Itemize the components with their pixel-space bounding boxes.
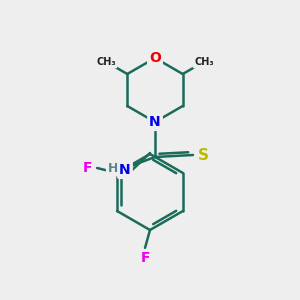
Text: S: S bbox=[197, 148, 208, 163]
Text: N: N bbox=[119, 163, 131, 177]
Text: CH₃: CH₃ bbox=[96, 57, 116, 67]
Text: N: N bbox=[149, 115, 161, 129]
Text: F: F bbox=[82, 161, 92, 175]
Text: O: O bbox=[149, 51, 161, 65]
Text: H: H bbox=[108, 161, 118, 175]
Text: F: F bbox=[140, 251, 150, 265]
Text: CH₃: CH₃ bbox=[194, 57, 214, 67]
